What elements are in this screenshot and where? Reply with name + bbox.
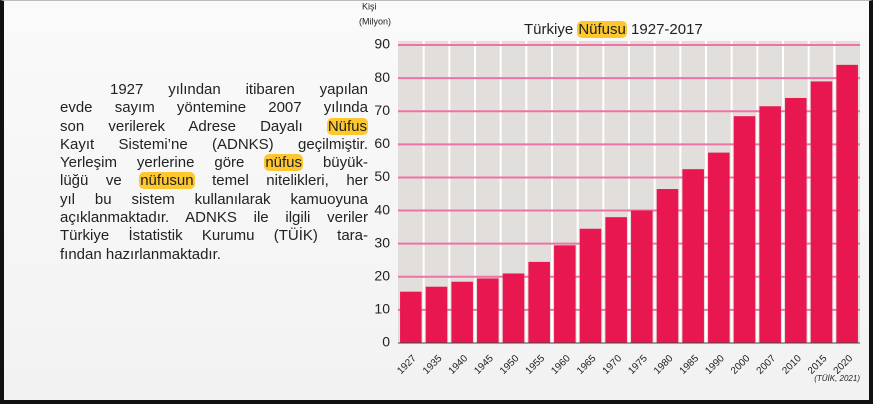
x-tick-label: 2000 — [729, 353, 753, 377]
text: evde sayım yöntemine 2007 yılında — [60, 99, 368, 117]
y-tick-label: 90 — [374, 36, 390, 52]
y-tick-label: 70 — [374, 102, 390, 118]
text: 1927 yılından itibaren yapılan — [110, 81, 368, 98]
text: fından hazırlanmaktadır. — [60, 245, 221, 263]
y-tick-label: 60 — [374, 135, 390, 151]
x-tick-label: 1927 — [395, 353, 419, 377]
text-line: açıklanmaktadır. ADNKS ile ilgili verile… — [60, 209, 368, 227]
text: lüğü ve — [60, 172, 140, 190]
x-tick-label: 1980 — [652, 353, 676, 377]
highlight: nüfus — [264, 154, 304, 172]
text-line: lüğü ve nüfusun temel nitelikleri, her — [60, 172, 368, 190]
bar — [579, 228, 602, 343]
bar — [502, 273, 525, 343]
text-line: son verilerek Adrese Dayalı Nüfus — [60, 117, 368, 136]
text: Yerleşim yerlerine göre — [60, 154, 265, 172]
text-line: Kayıt Sistemi’ne (ADNKS) geçilmiştir. — [60, 136, 368, 154]
bar — [810, 81, 833, 343]
chart: Kişi (Milyon) (TÜİK, 2021) 0 10 20 30 40 50 60… — [359, 1, 860, 383]
x-tick-label: 1955 — [524, 353, 548, 377]
text-line: evde sayım yöntemine 2007 yılında — [60, 99, 368, 117]
text-line: yıl bu sistem kullanılarak kamuoyuna — [60, 191, 368, 209]
x-tick-label: 1965 — [575, 353, 599, 377]
y-tick-label: 10 — [374, 301, 390, 317]
x-tick-label: 1990 — [703, 353, 727, 377]
x-tick-label: 1940 — [447, 353, 471, 377]
bar — [785, 97, 807, 343]
y-axis-label: (Milyon) — [359, 16, 391, 26]
highlight: Nüfus — [326, 117, 368, 135]
bar — [400, 291, 422, 343]
text: büyük- — [303, 154, 368, 172]
bar — [759, 106, 781, 343]
y-tick-label: 30 — [374, 234, 390, 250]
bar — [733, 116, 756, 343]
bar — [656, 189, 679, 343]
paragraph: 1927 yılından itibaren yapılan evde sayım… — [60, 81, 368, 264]
bar — [836, 64, 858, 343]
text-line: fından hazırlanmaktadır. — [60, 246, 368, 264]
x-tick-label: 1975 — [626, 353, 650, 377]
y-axis-label: Kişi — [362, 1, 377, 11]
title-part: Türkiye — [524, 21, 578, 38]
x-tick-label: 1945 — [472, 353, 496, 377]
x-tick-label: 2007 — [755, 353, 779, 377]
x-tick-label: 1935 — [421, 353, 445, 377]
x-tick-label: 1985 — [678, 353, 702, 377]
source: (TÜİK, 2021) — [814, 374, 860, 383]
y-tick-label: 20 — [374, 267, 390, 283]
y-tick-label: 40 — [374, 201, 390, 217]
bar — [477, 278, 499, 343]
text: açıklanmaktadır. ADNKS ile ilgili verile… — [60, 209, 368, 227]
x-tick-label: 1970 — [601, 353, 625, 377]
title-highlight: Nüfusu — [577, 21, 627, 38]
bar — [451, 281, 473, 343]
text: Kayıt Sistemi’ne (ADNKS) geçilmiştir. — [60, 135, 368, 153]
chart-title: Türkiye Nüfusu 1927-2017 — [524, 21, 703, 38]
bar — [682, 169, 704, 343]
bar — [528, 261, 550, 343]
x-tick-label: 2010 — [780, 353, 804, 377]
bar — [605, 217, 627, 343]
y-tick-label: 50 — [374, 168, 390, 184]
bar — [554, 245, 576, 343]
text: son verilerek Adrese Dayalı — [60, 117, 327, 135]
bar — [631, 210, 653, 343]
highlight: nüfusun — [139, 172, 195, 190]
text-line: Türkiye İstatistik Kurumu (TÜİK) tara- — [60, 227, 368, 245]
text: Türkiye İstatistik Kurumu (TÜİK) tara- — [60, 227, 368, 245]
bar — [425, 286, 448, 343]
x-tick-label: 1950 — [498, 353, 522, 377]
title-part: 1927-2017 — [626, 21, 703, 38]
x-tick-label: 1960 — [549, 353, 573, 377]
y-tick-label: 0 — [382, 334, 390, 350]
bar — [708, 152, 730, 343]
text-line: Yerleşim yerlerine göre nüfus büyük- — [60, 154, 368, 172]
text-line: 1927 yılından itibaren yapılan — [60, 81, 368, 99]
y-tick-label: 80 — [374, 69, 390, 85]
text: temel nitelikleri, her — [194, 172, 368, 190]
text: yıl bu sistem kullanılarak kamuoyuna — [60, 190, 368, 208]
